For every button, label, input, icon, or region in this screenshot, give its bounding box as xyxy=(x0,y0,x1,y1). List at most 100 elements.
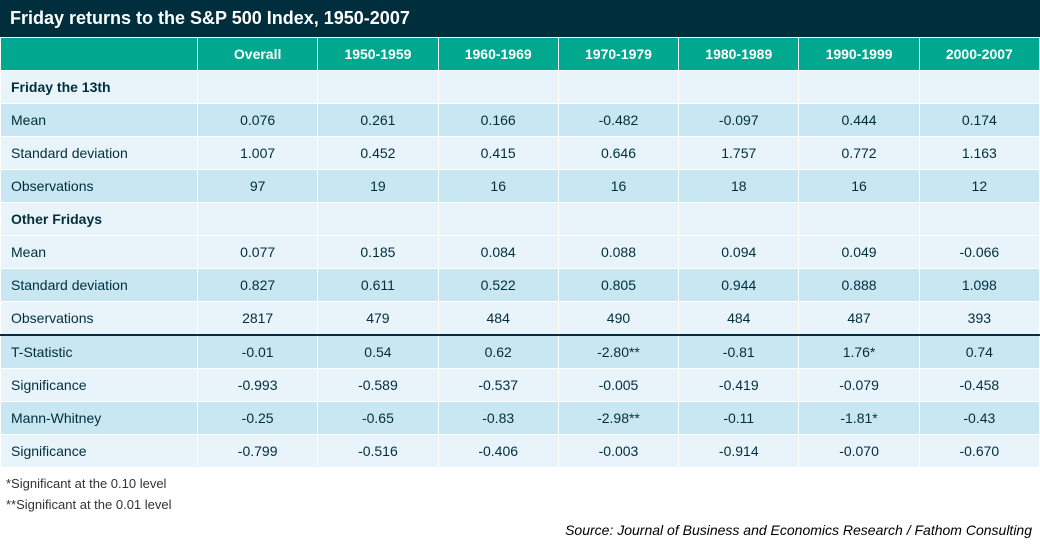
data-row: Standard deviation1.0070.4520.4150.6461.… xyxy=(1,137,1040,170)
data-cell: 0.049 xyxy=(799,236,919,269)
row-label-cell: Standard deviation xyxy=(1,269,198,302)
section-label-cell: Other Fridays xyxy=(1,203,198,236)
data-cell xyxy=(919,71,1039,104)
data-row: Observations97191616181612 xyxy=(1,170,1040,203)
data-cell: -0.670 xyxy=(919,435,1039,468)
data-cell: 16 xyxy=(558,170,678,203)
data-cell: 484 xyxy=(438,302,558,336)
row-label-cell: Observations xyxy=(1,170,198,203)
data-cell xyxy=(438,203,558,236)
data-cell: -0.43 xyxy=(919,402,1039,435)
data-cell: -0.11 xyxy=(679,402,799,435)
data-cell: -0.097 xyxy=(679,104,799,137)
data-table: Overall1950-19591960-19691970-19791980-1… xyxy=(0,37,1040,468)
data-cell: 0.944 xyxy=(679,269,799,302)
data-cell: -0.25 xyxy=(198,402,318,435)
column-header-blank xyxy=(1,38,198,71)
data-cell: -0.066 xyxy=(919,236,1039,269)
data-cell: 0.611 xyxy=(318,269,438,302)
data-cell: -0.406 xyxy=(438,435,558,468)
data-row: Significance-0.799-0.516-0.406-0.003-0.9… xyxy=(1,435,1040,468)
row-label-cell: Significance xyxy=(1,435,198,468)
data-cell: 0.452 xyxy=(318,137,438,170)
data-cell: 0.261 xyxy=(318,104,438,137)
section-row: Other Fridays xyxy=(1,203,1040,236)
data-cell: 1.098 xyxy=(919,269,1039,302)
data-row: Mean0.0770.1850.0840.0880.0940.049-0.066 xyxy=(1,236,1040,269)
column-header: 1980-1989 xyxy=(679,38,799,71)
footnote-line: *Significant at the 0.10 level xyxy=(6,476,1034,491)
data-cell: -0.83 xyxy=(438,402,558,435)
data-cell: 2817 xyxy=(198,302,318,336)
data-cell xyxy=(799,71,919,104)
row-label-cell: Mean xyxy=(1,236,198,269)
data-row: Mann-Whitney-0.25-0.65-0.83-2.98**-0.11-… xyxy=(1,402,1040,435)
row-label-cell: Standard deviation xyxy=(1,137,198,170)
section-row: Friday the 13th xyxy=(1,71,1040,104)
data-cell: 1.76* xyxy=(799,335,919,369)
data-cell: 1.163 xyxy=(919,137,1039,170)
data-cell: -0.003 xyxy=(558,435,678,468)
data-cell: 0.74 xyxy=(919,335,1039,369)
data-cell: 16 xyxy=(438,170,558,203)
column-header: 1990-1999 xyxy=(799,38,919,71)
data-row: Mean0.0760.2610.166-0.482-0.0970.4440.17… xyxy=(1,104,1040,137)
row-label-cell: T-Statistic xyxy=(1,335,198,369)
data-cell xyxy=(318,203,438,236)
data-row: Observations2817479484490484487393 xyxy=(1,302,1040,336)
data-cell: -0.482 xyxy=(558,104,678,137)
column-header: 1960-1969 xyxy=(438,38,558,71)
data-cell: 0.077 xyxy=(198,236,318,269)
data-cell: 0.088 xyxy=(558,236,678,269)
row-label-cell: Significance xyxy=(1,369,198,402)
section-label-cell: Friday the 13th xyxy=(1,71,198,104)
data-cell: -0.079 xyxy=(799,369,919,402)
data-cell: -0.419 xyxy=(679,369,799,402)
data-cell: 0.62 xyxy=(438,335,558,369)
row-label-cell: Observations xyxy=(1,302,198,336)
data-cell: -0.81 xyxy=(679,335,799,369)
data-cell: -1.81* xyxy=(799,402,919,435)
table-container: Friday returns to the S&P 500 Index, 195… xyxy=(0,0,1040,548)
column-header: 1950-1959 xyxy=(318,38,438,71)
data-cell xyxy=(679,203,799,236)
data-cell: 0.888 xyxy=(799,269,919,302)
footnote-line: **Significant at the 0.01 level xyxy=(6,497,1034,512)
data-cell xyxy=(558,71,678,104)
data-cell xyxy=(558,203,678,236)
data-cell: -0.516 xyxy=(318,435,438,468)
data-cell: 0.772 xyxy=(799,137,919,170)
data-cell: 18 xyxy=(679,170,799,203)
data-cell: 0.444 xyxy=(799,104,919,137)
data-cell: 0.522 xyxy=(438,269,558,302)
data-cell: -2.80** xyxy=(558,335,678,369)
column-header: 1970-1979 xyxy=(558,38,678,71)
row-label-cell: Mean xyxy=(1,104,198,137)
data-cell: -0.993 xyxy=(198,369,318,402)
data-cell: -0.65 xyxy=(318,402,438,435)
data-cell: 12 xyxy=(919,170,1039,203)
data-cell xyxy=(198,203,318,236)
data-row: Standard deviation0.8270.6110.5220.8050.… xyxy=(1,269,1040,302)
data-cell: 479 xyxy=(318,302,438,336)
data-cell: 0.076 xyxy=(198,104,318,137)
data-cell: 0.54 xyxy=(318,335,438,369)
data-cell: 0.805 xyxy=(558,269,678,302)
column-header: 2000-2007 xyxy=(919,38,1039,71)
data-cell xyxy=(438,71,558,104)
data-cell: 16 xyxy=(799,170,919,203)
data-cell: 484 xyxy=(679,302,799,336)
row-label-cell: Mann-Whitney xyxy=(1,402,198,435)
data-cell: -0.589 xyxy=(318,369,438,402)
data-cell: 0.174 xyxy=(919,104,1039,137)
data-cell: 97 xyxy=(198,170,318,203)
data-cell: 487 xyxy=(799,302,919,336)
data-cell: 0.094 xyxy=(679,236,799,269)
data-cell xyxy=(318,71,438,104)
footnotes: *Significant at the 0.10 level **Signific… xyxy=(0,468,1040,520)
data-cell xyxy=(799,203,919,236)
data-cell xyxy=(679,71,799,104)
data-cell: -0.914 xyxy=(679,435,799,468)
data-row: Significance-0.993-0.589-0.537-0.005-0.4… xyxy=(1,369,1040,402)
data-cell: 0.185 xyxy=(318,236,438,269)
